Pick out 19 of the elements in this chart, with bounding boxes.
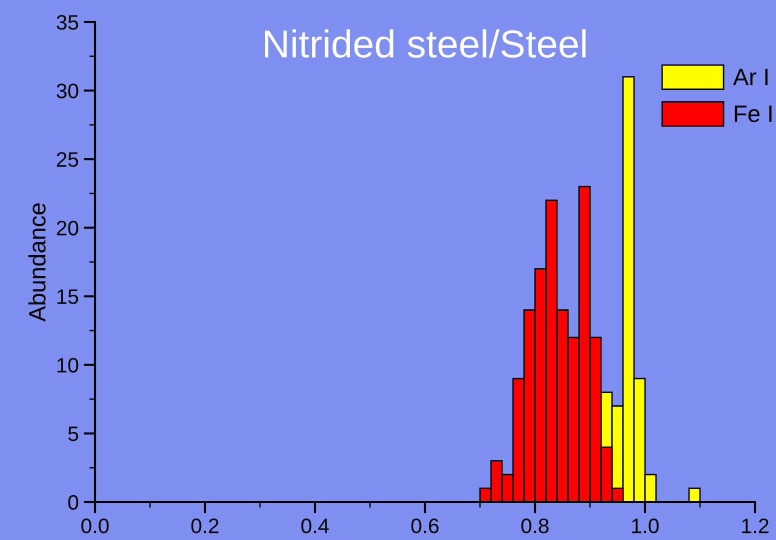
- chart-title: Nitrided steel/Steel: [265, 29, 586, 58]
- y-tick-label: 10: [57, 358, 78, 373]
- x-tick-label: 0.4: [301, 518, 329, 534]
- x-tick-label: 0.2: [191, 518, 218, 534]
- y-axis-title: Abundance: [28, 203, 46, 322]
- y-tick-label: 5: [68, 426, 78, 442]
- x-tick-label: 0.8: [521, 518, 549, 534]
- y-tick-label: 0: [68, 495, 78, 510]
- y-tick-label: 25: [56, 152, 78, 167]
- y-tick-label: 35: [56, 15, 78, 30]
- x-tick-label: 1.0: [632, 518, 659, 534]
- legend-label: Ar I: [733, 68, 768, 86]
- x-tick-label: 0.6: [411, 518, 439, 534]
- y-tick-label: 20: [56, 220, 78, 236]
- x-tick-label: 1.2: [742, 518, 768, 534]
- y-tick-label: 15: [57, 290, 78, 304]
- x-tick-label: 0.0: [81, 518, 109, 534]
- y-tick-label: 30: [56, 84, 78, 98]
- legend-label: Fe I: [734, 106, 772, 122]
